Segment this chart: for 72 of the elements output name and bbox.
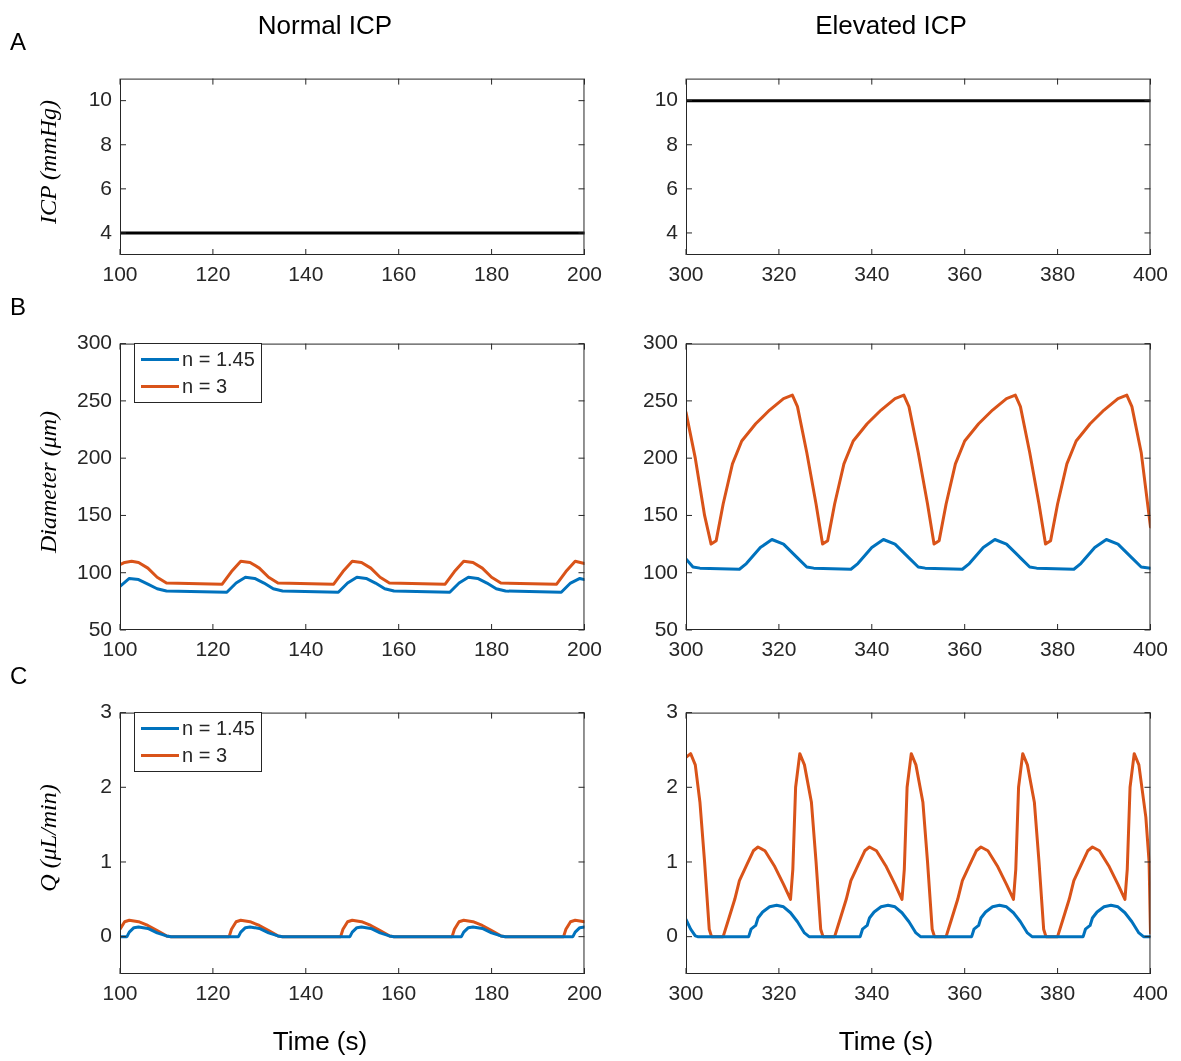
y-tick-label: 200: [642, 444, 678, 468]
y-axis-title: Diameter (μm): [34, 410, 62, 553]
chart-title: Elevated ICP: [815, 10, 967, 41]
x-tick-label: 400: [1132, 981, 1168, 1005]
x-tick-label: 180: [474, 637, 510, 661]
text: A: [10, 28, 27, 56]
x-axis-title: Time (s): [272, 1026, 368, 1057]
x-tick-label: 340: [854, 262, 890, 286]
x-tick-label: 380: [1040, 637, 1076, 661]
y-tick-label: 300: [642, 330, 678, 354]
y-tick-label: 4: [666, 219, 679, 243]
x-tick-label: 340: [854, 637, 890, 661]
y-tick-label: 1: [666, 848, 678, 872]
y-tick-label: 2: [666, 774, 678, 798]
y-tick-label: 150: [642, 502, 678, 526]
x-tick-label: 360: [947, 637, 983, 661]
x-tick-label: 320: [761, 637, 797, 661]
x-tick-label: 360: [947, 981, 983, 1005]
x-tick-label: 120: [195, 637, 231, 661]
y-tick-label: 100: [642, 559, 678, 583]
x-tick-label: 160: [381, 262, 417, 286]
x-tick-label: 400: [1132, 637, 1168, 661]
x-tick-label: 120: [195, 262, 231, 286]
x-tick-label: 200: [566, 637, 602, 661]
x-tick-label: 200: [566, 262, 602, 286]
legend-label: n = 1.45: [182, 348, 255, 371]
x-tick-label: 180: [474, 981, 510, 1005]
y-tick-label: 3: [100, 699, 112, 723]
y-tick-label: 0: [666, 923, 678, 947]
y-tick-label: 250: [76, 387, 112, 411]
y-axis-title: ICP (mmHg): [34, 99, 62, 224]
x-tick-label: 380: [1040, 981, 1076, 1005]
x-tick-label: 360: [947, 262, 983, 286]
y-tick-label: 8: [666, 131, 678, 155]
y-axis-title: Q (μL/min): [34, 784, 62, 892]
x-tick-label: 340: [854, 981, 890, 1005]
x-tick-label: 380: [1040, 262, 1076, 286]
x-tick-label: 160: [381, 637, 417, 661]
y-tick-label: 150: [76, 502, 112, 526]
y-tick-label: 10: [654, 87, 678, 111]
y-tick-label: 200: [76, 444, 112, 468]
y-tick-label: 100: [76, 559, 112, 583]
x-tick-label: 200: [566, 981, 602, 1005]
text: B: [10, 293, 27, 321]
y-tick-label: 10: [88, 87, 112, 111]
chart-title: Normal ICP: [257, 10, 393, 41]
y-tick-label: 50: [88, 616, 112, 640]
y-tick-label: 0: [100, 923, 112, 947]
y-tick-label: 1: [100, 848, 112, 872]
y-tick-label: 6: [100, 175, 112, 199]
y-tick-label: 300: [76, 330, 112, 354]
x-tick-label: 160: [381, 981, 417, 1005]
legend-label: n = 3: [182, 744, 228, 767]
x-tick-label: 400: [1132, 262, 1168, 286]
x-tick-label: 140: [288, 981, 324, 1005]
x-tick-label: 140: [288, 637, 324, 661]
y-tick-label: 50: [654, 616, 678, 640]
y-tick-label: 3: [666, 699, 678, 723]
x-tick-label: 180: [474, 262, 510, 286]
legend-label: n = 1.45: [182, 717, 255, 740]
x-axis-title: Time (s): [838, 1026, 934, 1057]
x-tick-label: 320: [761, 981, 797, 1005]
x-tick-label: 120: [195, 981, 231, 1005]
y-tick-label: 6: [666, 175, 678, 199]
x-tick-label: 140: [288, 262, 324, 286]
y-tick-label: 8: [100, 131, 112, 155]
y-tick-label: 2: [100, 774, 112, 798]
legend-label: n = 3: [182, 375, 228, 398]
x-tick-label: 320: [761, 262, 797, 286]
y-tick-label: 4: [100, 219, 113, 243]
y-tick-label: 250: [642, 387, 678, 411]
text: C: [10, 662, 28, 690]
